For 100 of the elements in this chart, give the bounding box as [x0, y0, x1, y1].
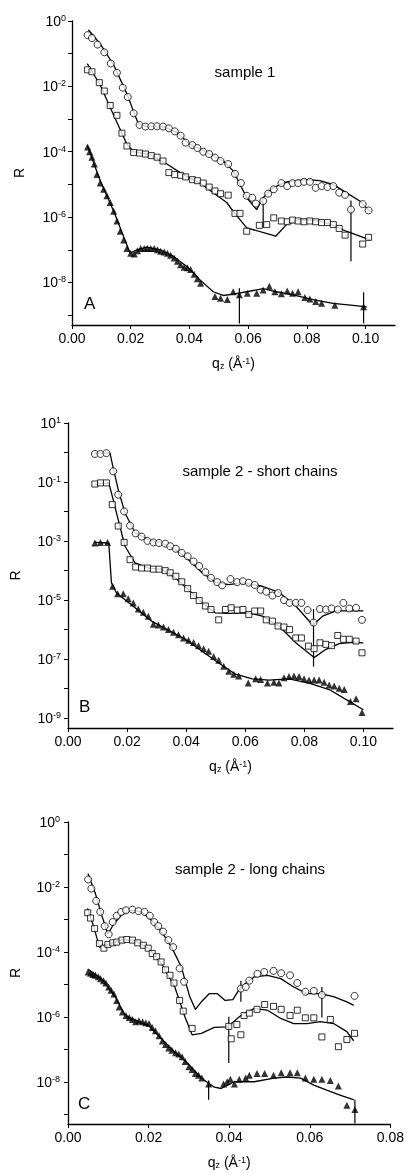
- point: [263, 679, 271, 687]
- point: [136, 149, 144, 157]
- point: [112, 68, 121, 77]
- point: [224, 191, 232, 199]
- x-tick-label: 0.08: [290, 733, 319, 749]
- point: [166, 569, 174, 577]
- point: [277, 217, 285, 225]
- point: [300, 675, 308, 683]
- point: [170, 127, 179, 136]
- x-tick-label: 0.02: [113, 733, 141, 749]
- point: [239, 606, 247, 614]
- point: [120, 538, 128, 546]
- y-tick-label: 10$^{-1}$: [37, 473, 61, 490]
- point: [223, 296, 231, 304]
- point: [122, 906, 131, 915]
- point: [128, 936, 136, 944]
- point: [154, 621, 162, 629]
- point: [132, 563, 140, 571]
- point: [145, 911, 154, 920]
- point: [178, 578, 186, 586]
- annotation: C: [78, 1094, 91, 1113]
- annotation: B: [79, 697, 91, 716]
- point: [114, 490, 123, 499]
- point: [97, 479, 104, 487]
- point: [274, 622, 282, 630]
- point: [123, 93, 132, 102]
- point: [93, 40, 102, 49]
- point: [87, 914, 95, 922]
- point: [230, 169, 239, 178]
- point: [334, 631, 342, 639]
- y-tick-label: 10$^{0}$: [39, 814, 60, 830]
- point: [87, 34, 96, 43]
- point: [346, 697, 354, 705]
- point: [120, 507, 129, 516]
- point: [261, 1000, 269, 1008]
- point: [166, 971, 174, 979]
- point: [171, 544, 180, 553]
- point: [270, 678, 278, 686]
- point: [352, 603, 361, 612]
- point: [165, 169, 173, 177]
- point: [286, 971, 295, 980]
- point: [190, 270, 198, 278]
- point: [269, 185, 278, 194]
- point: [357, 615, 366, 624]
- point: [251, 607, 259, 615]
- point: [251, 199, 260, 208]
- point: [317, 991, 326, 999]
- point: [140, 907, 149, 916]
- point: [164, 124, 173, 133]
- point: [115, 1003, 123, 1011]
- point: [100, 48, 109, 57]
- point: [289, 289, 297, 297]
- point: [164, 626, 172, 634]
- point: [103, 192, 111, 200]
- point: [154, 922, 163, 931]
- point: [293, 1006, 301, 1014]
- point: [100, 922, 109, 931]
- x-tick-label: 0.08: [293, 330, 321, 346]
- x-tick-label: 0.02: [117, 330, 145, 346]
- point: [129, 109, 138, 118]
- point: [110, 207, 118, 215]
- point: [200, 645, 208, 653]
- point: [351, 1029, 359, 1037]
- point: [93, 171, 101, 179]
- point: [95, 79, 103, 87]
- point: [110, 990, 118, 998]
- point: [301, 1074, 309, 1082]
- point: [257, 675, 265, 683]
- point: [236, 179, 245, 188]
- point: [245, 610, 253, 618]
- point: [172, 572, 180, 580]
- point: [244, 679, 252, 687]
- point: [280, 674, 288, 682]
- point: [309, 618, 318, 627]
- point: [306, 217, 314, 225]
- point: [123, 142, 131, 150]
- point: [340, 686, 348, 694]
- point: [118, 83, 127, 92]
- point: [305, 642, 312, 650]
- point: [162, 966, 170, 974]
- y-tick-label: 10$^{0}$: [45, 13, 66, 29]
- point: [259, 197, 268, 206]
- point: [268, 617, 276, 625]
- point: [116, 227, 124, 235]
- point: [341, 190, 350, 199]
- point: [155, 538, 163, 547]
- point: [159, 927, 168, 936]
- point: [113, 217, 121, 225]
- point: [326, 1015, 334, 1023]
- point: [169, 943, 178, 952]
- point: [230, 670, 238, 678]
- point: [104, 538, 112, 546]
- point: [91, 925, 99, 933]
- point: [171, 171, 179, 179]
- y-tick-label: 10$^{-2}$: [36, 878, 60, 895]
- point: [294, 217, 302, 225]
- point: [189, 557, 198, 566]
- point: [312, 218, 320, 226]
- y-axis-title: R: [11, 167, 27, 179]
- x-tick-label: 0.00: [58, 330, 86, 346]
